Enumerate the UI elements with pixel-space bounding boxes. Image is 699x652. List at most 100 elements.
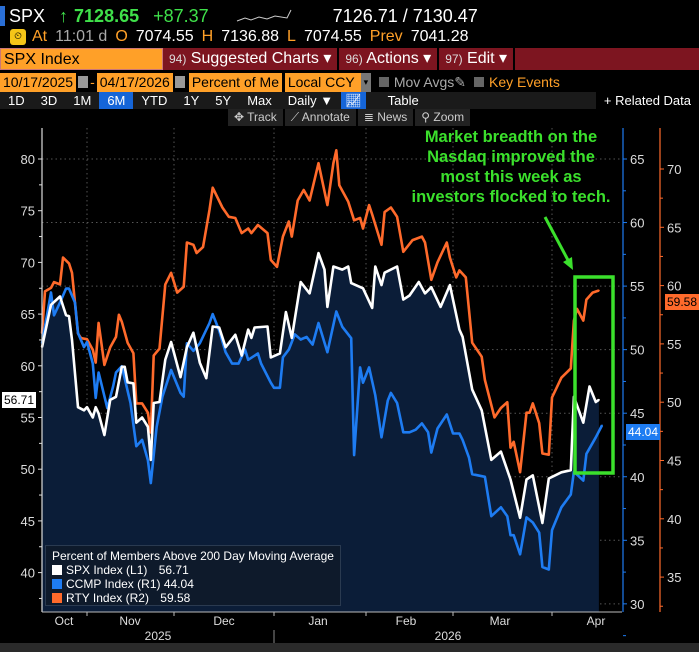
pencil-icon[interactable]: ✎ bbox=[454, 73, 466, 90]
edit-menu[interactable]: 97) Edit ▾ bbox=[439, 48, 516, 70]
spx-point bbox=[509, 478, 512, 481]
ccmp-point bbox=[402, 431, 405, 434]
period-ytd[interactable]: YTD bbox=[141, 93, 168, 108]
ccmp-point bbox=[50, 291, 52, 294]
spx-point bbox=[594, 401, 597, 403]
period-1y[interactable]: 1Y bbox=[183, 93, 200, 108]
x-year-label: 2026 bbox=[435, 629, 462, 643]
spx-point bbox=[186, 346, 188, 349]
frequency-select[interactable]: Daily ▼ bbox=[287, 93, 334, 108]
rty-point bbox=[402, 250, 405, 253]
rty-point bbox=[371, 213, 374, 216]
open-value: 7074.55 bbox=[135, 28, 194, 45]
line-chart-icon[interactable]: 📈︎ bbox=[341, 92, 366, 109]
news-button[interactable]: ≣ News bbox=[357, 109, 414, 126]
annotate-button[interactable]: ⟋ Annotate bbox=[284, 109, 356, 126]
axis-tick-label: 35 bbox=[630, 533, 644, 548]
currency-select[interactable]: Local CCY bbox=[284, 72, 361, 92]
legend-item-spx[interactable]: SPX Index (L1) 56.71 bbox=[52, 563, 334, 577]
period-6m[interactable]: 6M bbox=[99, 92, 134, 109]
track-button[interactable]: ✥ Track bbox=[228, 109, 283, 126]
rty-point bbox=[257, 224, 259, 226]
rty-point bbox=[240, 232, 243, 235]
annotation-arrow bbox=[543, 216, 571, 263]
ccmp-point bbox=[490, 515, 493, 518]
legend-item-ccmp[interactable]: CCMP Index (R1) 44.04 bbox=[52, 577, 334, 591]
spx-point bbox=[240, 354, 243, 357]
rty-point bbox=[380, 243, 383, 246]
ccmp-point bbox=[299, 338, 302, 341]
ccmp-point bbox=[260, 362, 262, 365]
rty-point bbox=[276, 266, 278, 268]
rty-point bbox=[449, 256, 451, 259]
ccmp-point bbox=[129, 402, 132, 404]
security-input[interactable]: SPX Index bbox=[0, 48, 163, 70]
ccmp-point bbox=[65, 287, 67, 290]
ccmp-point bbox=[305, 336, 308, 338]
ccmp-point bbox=[430, 451, 433, 454]
period-max[interactable]: Max bbox=[247, 93, 272, 108]
ccmp-point bbox=[601, 424, 603, 427]
period-5y[interactable]: 5Y bbox=[215, 93, 232, 108]
actions-menu[interactable]: 96) Actions ▾ bbox=[339, 48, 440, 70]
rty-point bbox=[141, 402, 144, 405]
ccmp-point bbox=[273, 386, 275, 389]
period-1d[interactable]: 1D bbox=[8, 93, 25, 108]
ccmp-point bbox=[484, 475, 486, 478]
rty-point bbox=[445, 241, 448, 244]
legend-value: 56.71 bbox=[158, 563, 189, 577]
rty-point bbox=[71, 271, 73, 274]
spx-point bbox=[347, 265, 350, 268]
axis-tick-label: 50 bbox=[630, 343, 644, 358]
start-date-input[interactable]: 10/17/2025 bbox=[0, 72, 77, 92]
spx-point bbox=[525, 478, 528, 481]
axis-tick-label: 65 bbox=[630, 152, 644, 167]
calendar-icon[interactable] bbox=[174, 76, 185, 88]
zoom-button[interactable]: ⚲ Zoom bbox=[415, 109, 471, 126]
rty-point bbox=[250, 232, 253, 235]
rty-point bbox=[186, 241, 188, 244]
spx-point bbox=[402, 298, 405, 301]
suggested-charts-menu[interactable]: 94) Suggested Charts ▾ bbox=[163, 48, 340, 70]
calendar-icon[interactable] bbox=[78, 76, 89, 88]
legend-item-rty[interactable]: RTY Index (R2) 59.58 bbox=[52, 591, 334, 605]
rty-point bbox=[424, 241, 426, 244]
ccmp-point bbox=[380, 436, 383, 439]
related-data-button[interactable]: + Related Data bbox=[595, 92, 699, 109]
spx-point bbox=[218, 326, 221, 329]
period-1m[interactable]: 1M bbox=[73, 93, 92, 108]
spx-point bbox=[332, 265, 335, 268]
ccmp-point bbox=[582, 479, 585, 482]
rty-point bbox=[493, 416, 496, 419]
ccmp-point bbox=[547, 568, 550, 571]
legend-name: RTY Index bbox=[66, 591, 123, 605]
spx-last-value-label: 56.71 bbox=[2, 392, 37, 408]
key-events-checkbox[interactable] bbox=[474, 77, 484, 87]
arrow-head-icon bbox=[563, 257, 573, 270]
ccmp-point bbox=[170, 369, 173, 371]
rty-point bbox=[97, 322, 100, 324]
spx-area-fill bbox=[42, 253, 599, 612]
annotation-line: Market breadth on the bbox=[424, 128, 598, 146]
field-select[interactable]: Percent of Me bbox=[188, 72, 282, 92]
ccmp-point bbox=[135, 445, 138, 448]
mov-avgs-checkbox[interactable] bbox=[378, 77, 389, 87]
ccmp-point bbox=[519, 553, 521, 556]
rty-point bbox=[480, 355, 483, 358]
rty-point bbox=[147, 411, 149, 414]
rty-point bbox=[282, 235, 284, 238]
menu-number: 96) bbox=[345, 52, 363, 66]
period-3d[interactable]: 3D bbox=[40, 93, 58, 108]
swatch-icon bbox=[52, 593, 62, 603]
spx-line bbox=[40, 251, 600, 525]
dropdown-arrow-icon[interactable]: ▾ bbox=[360, 72, 371, 92]
spx-point bbox=[68, 315, 70, 318]
spx-point bbox=[362, 287, 364, 290]
table-button[interactable]: Table bbox=[387, 93, 419, 108]
rty-point bbox=[182, 285, 185, 288]
spx-point bbox=[247, 328, 250, 331]
end-date-input[interactable]: 04/17/2026 bbox=[96, 72, 173, 92]
rty-point bbox=[455, 276, 458, 279]
spx-point bbox=[380, 284, 383, 286]
